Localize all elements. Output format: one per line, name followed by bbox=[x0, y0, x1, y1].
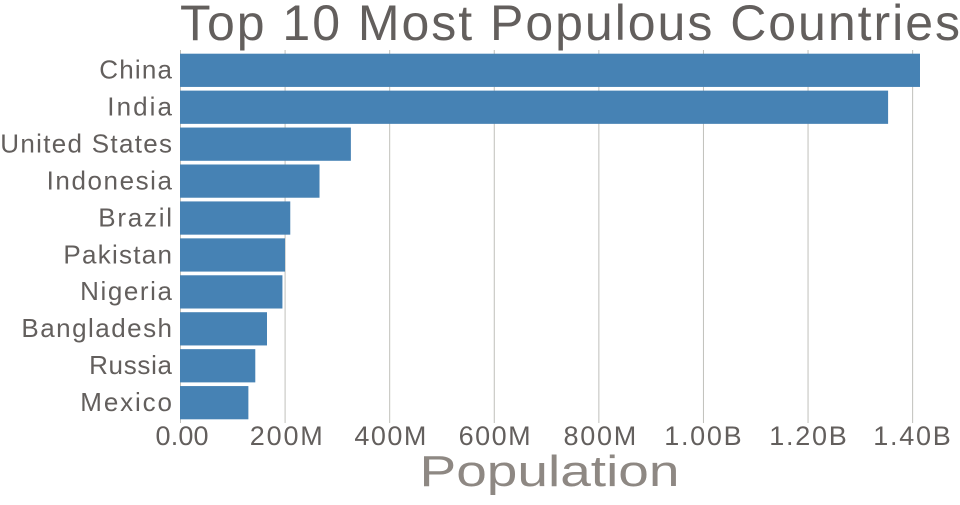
svg-text:800M: 800M bbox=[564, 421, 637, 451]
svg-text:Mexico: Mexico bbox=[80, 387, 172, 417]
svg-text:Pakistan: Pakistan bbox=[63, 239, 172, 269]
svg-text:200M: 200M bbox=[250, 421, 323, 451]
svg-text:India: India bbox=[107, 92, 172, 122]
svg-text:Nigeria: Nigeria bbox=[80, 276, 172, 306]
svg-text:Brazil: Brazil bbox=[98, 202, 172, 232]
svg-text:1.40B: 1.40B bbox=[873, 421, 951, 451]
svg-text:1.00B: 1.00B bbox=[664, 421, 742, 451]
svg-text:Bangladesh: Bangladesh bbox=[21, 313, 172, 343]
svg-text:United States: United States bbox=[0, 128, 172, 158]
svg-text:China: China bbox=[99, 55, 172, 85]
svg-text:400M: 400M bbox=[354, 421, 426, 451]
svg-text:Population: Population bbox=[420, 447, 680, 496]
svg-text:Russia: Russia bbox=[89, 350, 172, 380]
svg-text:1.20B: 1.20B bbox=[769, 421, 847, 451]
svg-text:Indonesia: Indonesia bbox=[47, 165, 173, 195]
svg-text:Top 10 Most Populous Countries: Top 10 Most Populous Countries bbox=[180, 0, 960, 51]
svg-text:600M: 600M bbox=[459, 421, 531, 451]
svg-text:0.00: 0.00 bbox=[156, 421, 209, 451]
